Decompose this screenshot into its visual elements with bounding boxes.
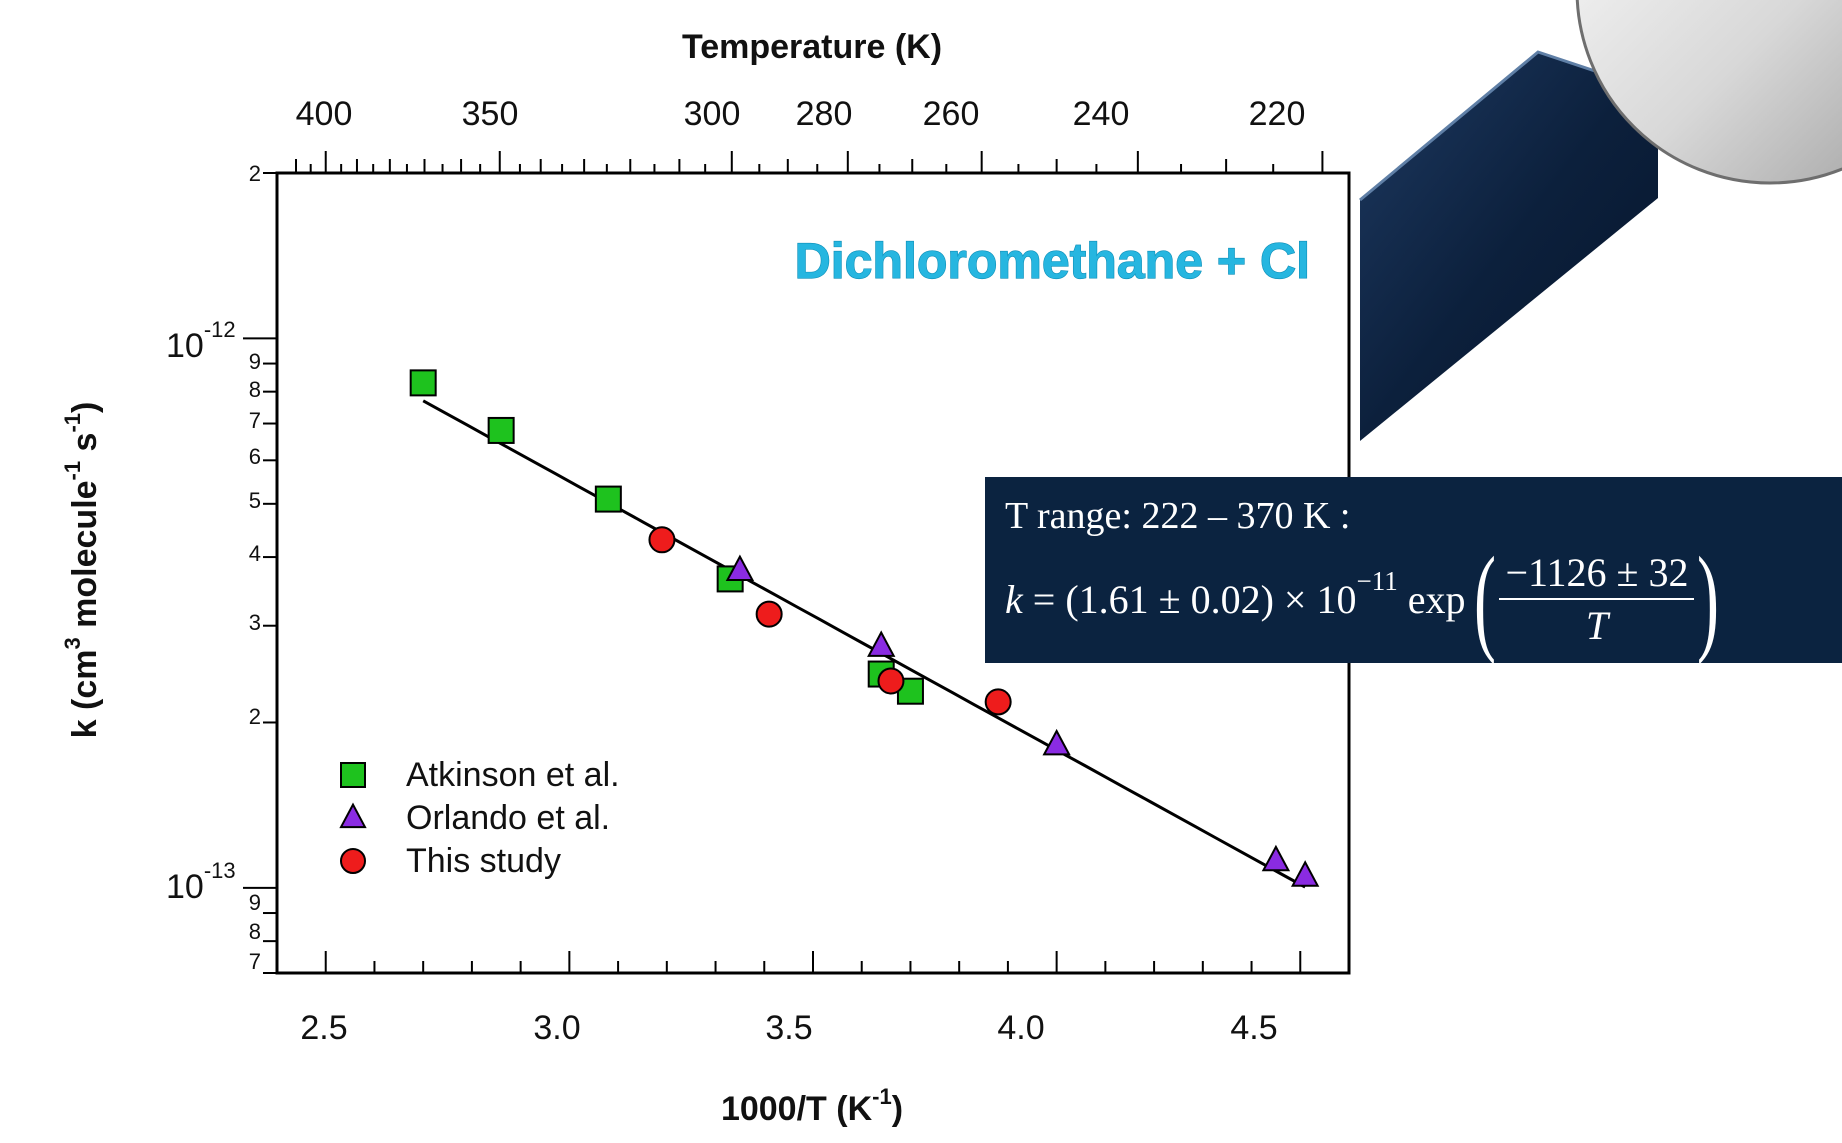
top-tick-label: 220 — [1249, 95, 1306, 133]
y-minor-label: 8 — [249, 919, 261, 944]
equation-numerator: −1126 ± 32 — [1499, 549, 1695, 600]
equation-denominator: T — [1585, 603, 1609, 648]
y-minor-label: 7 — [249, 408, 261, 433]
top-tick-label: 400 — [296, 95, 353, 133]
equation-exp: exp — [1397, 576, 1466, 622]
equation-right-paren: ) — [1697, 532, 1720, 665]
y-axis-title: k (cm3 molecule-1 s-1) — [60, 402, 104, 739]
y-decade-labels: 10-12 10-13 — [166, 317, 236, 906]
legend-label-atkinson: Atkinson et al. — [406, 756, 620, 794]
y-minor-label: 2 — [249, 161, 261, 186]
x-tick-label: 3.5 — [765, 1009, 812, 1047]
y-minor-labels: 2 9 8 7 6 5 4 3 2 9 8 7 — [249, 161, 261, 974]
data-point-orlando — [1261, 844, 1291, 872]
data-points — [409, 369, 1320, 887]
equation-fraction: −1126 ± 32 T — [1499, 549, 1695, 649]
data-point-orlando — [867, 630, 896, 657]
data-point-orlando — [725, 554, 755, 582]
fit-line — [422, 399, 1306, 889]
data-point-atkinson — [409, 369, 437, 397]
equation-k: k — [1005, 576, 1023, 622]
equation-formula: k = (1.61 ± 0.02) × 10 −11 exp ( −1126 ±… — [1005, 532, 1842, 665]
y-minor-label: 4 — [249, 541, 261, 566]
y-minor-label: 6 — [249, 444, 261, 469]
equation-range: T range: 222 – 370 K : — [1005, 495, 1351, 537]
data-point-this-study — [648, 526, 676, 554]
y-minor-label: 7 — [249, 949, 261, 974]
y-decade-label: 10-12 — [166, 317, 236, 365]
decor-shapes — [1359, 0, 1842, 441]
data-point-orlando — [1290, 860, 1320, 887]
axis-ticks — [243, 151, 1350, 974]
top-tick-label: 280 — [796, 95, 853, 133]
legend-label-this-study: This study — [406, 842, 561, 880]
top-tick-label: 350 — [462, 95, 519, 133]
legend-label-orlando: Orlando et al. — [406, 799, 610, 837]
x-tick-label: 4.0 — [997, 1009, 1044, 1047]
decor-gray-circle — [1575, 0, 1842, 185]
y-minor-label: 2 — [249, 704, 261, 729]
top-tick-label: 240 — [1073, 95, 1130, 133]
y-minor-label: 3 — [249, 610, 261, 635]
data-point-atkinson — [594, 485, 622, 513]
legend-symbol-square — [340, 762, 366, 788]
data-point-this-study — [755, 600, 783, 628]
x-tick-labels: 2.5 3.0 3.5 4.0 4.5 — [300, 1009, 1277, 1047]
equation-panel: T range: 222 – 370 K : k = (1.61 ± 0.02)… — [985, 477, 1842, 663]
equation-exponent: −11 — [1356, 565, 1398, 596]
top-tick-label: 260 — [923, 95, 980, 133]
data-point-this-study — [984, 688, 1012, 716]
legend: Atkinson et al. Orlando et al. This stud… — [339, 756, 620, 880]
y-minor-label: 9 — [249, 890, 261, 915]
y-minor-label: 9 — [249, 349, 261, 374]
top-tick-labels: 400 350 300 280 260 240 220 — [296, 95, 1306, 133]
x-tick-label: 2.5 — [300, 1009, 347, 1047]
x-tick-label: 4.5 — [1230, 1009, 1277, 1047]
fit-layer — [422, 399, 1306, 889]
data-point-orlando — [1042, 728, 1071, 756]
legend-symbol-circle — [340, 848, 366, 874]
legend-symbols — [339, 762, 367, 874]
data-point-atkinson — [487, 416, 515, 444]
y-minor-label: 5 — [249, 488, 261, 513]
top-tick-label: 300 — [684, 95, 741, 133]
chart-title: Dichloromethane + Cl — [795, 233, 1310, 289]
x-tick-label: 3.0 — [533, 1009, 580, 1047]
data-point-this-study — [877, 667, 905, 695]
decor-dark-panel — [1360, 52, 1658, 441]
y-decade-label: 10-13 — [166, 858, 236, 906]
equation-prefactor: = (1.61 ± 0.02) × 10 — [1022, 576, 1357, 622]
x2-axis-title: Temperature (K) — [682, 28, 942, 66]
equation-left-paren: ( — [1474, 532, 1497, 665]
legend-symbol-triangle — [339, 802, 367, 829]
x-axis-title: 1000/T (K-1) — [721, 1084, 903, 1128]
y-minor-label: 8 — [249, 377, 261, 402]
